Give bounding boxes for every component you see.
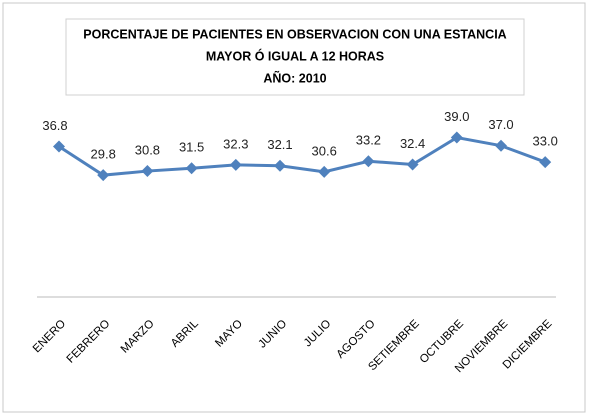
title-box [65, 18, 525, 96]
marker [229, 158, 242, 171]
chart-title: AÑO: 2010 [263, 70, 326, 85]
chart-title: PORCENTAJE DE PACIENTES EN OBSERVACION C… [83, 27, 506, 41]
data-label: 29.8 [91, 147, 116, 162]
data-label: 30.6 [312, 143, 337, 158]
marker [362, 155, 375, 168]
data-label: 32.3 [223, 136, 248, 151]
marker [539, 156, 552, 169]
data-label: 37.0 [488, 117, 513, 132]
data-label: 33.0 [533, 134, 558, 149]
data-label: 33.2 [356, 133, 381, 148]
marker [274, 159, 286, 172]
data-label: 32.4 [400, 136, 425, 151]
data-label: 31.5 [179, 140, 204, 155]
marker [53, 140, 65, 153]
marker [495, 139, 507, 152]
series-line [58, 135, 546, 177]
marker [185, 162, 198, 175]
chart-title: MAYOR Ó IGUAL A 12 HORAS [206, 48, 384, 63]
data-label: 32.1 [267, 137, 292, 152]
marker [318, 165, 331, 178]
marker [406, 158, 419, 171]
data-label: 39.0 [444, 109, 469, 124]
data-label: 30.8 [135, 142, 160, 157]
marker [141, 165, 154, 178]
marker [97, 169, 110, 182]
data-label: 36.8 [42, 118, 67, 133]
marker [450, 131, 463, 144]
